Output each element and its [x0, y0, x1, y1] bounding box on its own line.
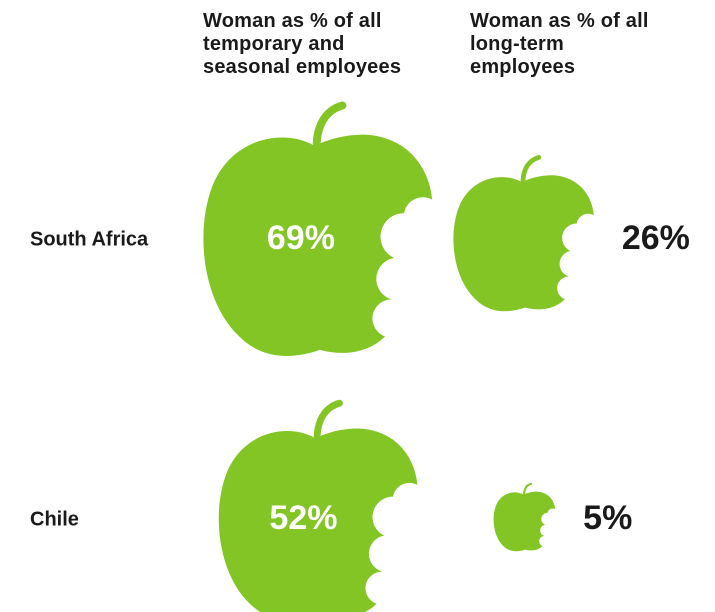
- apple-stem: [313, 399, 343, 440]
- apple-stem: [312, 101, 347, 148]
- value-label: 52%: [269, 499, 337, 537]
- apple-bubble: [218, 399, 418, 612]
- apple-stem: [520, 154, 542, 184]
- apple-bubble: [203, 101, 433, 356]
- apple-body: [453, 175, 594, 312]
- row-label: South Africa: [30, 228, 149, 250]
- value-label: 26%: [622, 219, 690, 257]
- apple-stem: [523, 482, 533, 496]
- column-header-long-term: Woman as % of all long-term employees: [470, 10, 649, 78]
- apple-bubble: [453, 154, 594, 312]
- apple-body: [203, 134, 433, 356]
- value-label: 5%: [583, 499, 632, 537]
- apple-bubble: [493, 482, 556, 552]
- apple-body: [493, 491, 556, 552]
- apple-body: [218, 428, 418, 612]
- column-header-temporary: Woman as % of all temporary and seasonal…: [203, 10, 402, 78]
- value-label: 69%: [267, 219, 335, 257]
- row-label: Chile: [30, 508, 79, 530]
